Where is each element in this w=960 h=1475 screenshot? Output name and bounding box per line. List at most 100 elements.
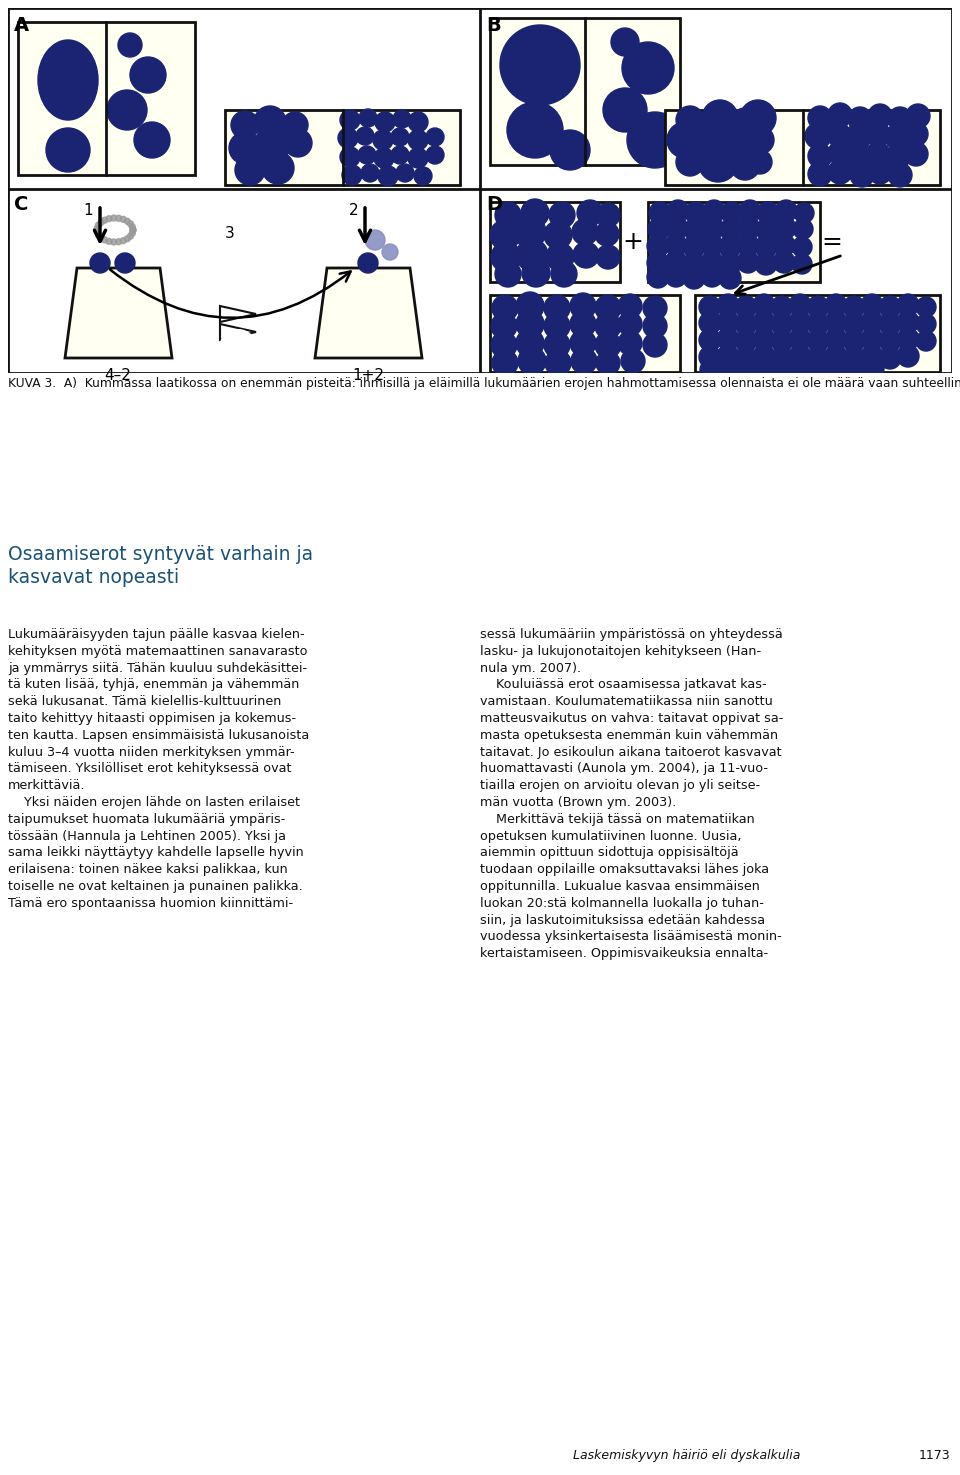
Circle shape [792,237,812,257]
Circle shape [719,236,741,258]
Text: 2: 2 [348,204,358,218]
Circle shape [643,296,667,320]
Circle shape [808,162,832,186]
Circle shape [701,266,723,288]
Circle shape [550,130,590,170]
Circle shape [826,122,850,146]
Circle shape [755,254,777,274]
Circle shape [906,105,930,128]
Circle shape [683,236,705,258]
Circle shape [665,235,687,257]
Circle shape [844,360,866,382]
Circle shape [284,128,312,156]
Circle shape [128,233,133,239]
Circle shape [807,330,829,353]
Circle shape [789,345,811,367]
Circle shape [775,201,797,223]
Circle shape [667,122,703,158]
Circle shape [843,313,865,335]
Circle shape [124,236,131,242]
Circle shape [491,313,517,339]
Text: Laskemiskyvyn häiriö eli dyskalkulia: Laskemiskyvyn häiriö eli dyskalkulia [573,1450,801,1462]
Circle shape [724,127,756,159]
Circle shape [647,266,669,288]
Circle shape [577,201,603,226]
Circle shape [516,239,548,271]
Circle shape [647,252,669,274]
Circle shape [808,106,832,130]
Circle shape [426,146,444,164]
Circle shape [866,142,890,167]
Circle shape [514,215,546,248]
Circle shape [516,310,544,338]
Circle shape [495,202,521,229]
Circle shape [904,142,928,167]
Circle shape [231,111,259,139]
Circle shape [897,345,919,367]
Circle shape [358,254,378,273]
Circle shape [408,130,428,150]
Circle shape [718,358,740,381]
Circle shape [755,236,777,258]
Circle shape [828,159,852,184]
Circle shape [134,122,170,158]
Circle shape [358,146,376,164]
Circle shape [916,330,936,351]
Circle shape [115,239,122,245]
Circle shape [235,155,265,184]
Circle shape [684,218,706,240]
Circle shape [391,146,409,164]
Text: Osaamiserot syntyvät varhain ja
kasvavat nopeasti: Osaamiserot syntyvät varhain ja kasvavat… [8,544,313,587]
Circle shape [753,345,775,367]
Circle shape [667,201,689,223]
Circle shape [375,112,395,131]
Circle shape [701,235,723,257]
Circle shape [916,314,936,333]
Circle shape [904,122,928,146]
Circle shape [396,164,414,181]
Circle shape [826,358,848,381]
Circle shape [102,237,108,243]
Circle shape [897,311,919,333]
Circle shape [717,345,739,367]
Circle shape [491,332,517,358]
Circle shape [850,164,874,187]
Text: 3: 3 [226,226,235,240]
Circle shape [861,294,883,316]
Circle shape [365,230,385,249]
Circle shape [789,311,811,333]
Circle shape [792,254,812,274]
Circle shape [731,108,759,136]
Circle shape [847,145,873,170]
Text: 1: 1 [84,204,93,218]
FancyBboxPatch shape [648,202,820,282]
Circle shape [356,127,374,145]
Circle shape [866,122,890,146]
Circle shape [735,313,757,335]
Circle shape [573,242,599,268]
Circle shape [490,220,520,249]
Circle shape [492,350,518,376]
Circle shape [128,221,133,227]
Circle shape [544,332,570,358]
Circle shape [737,251,759,273]
Circle shape [888,164,912,187]
Circle shape [685,202,707,224]
Circle shape [107,90,147,130]
Circle shape [262,152,294,184]
FancyBboxPatch shape [490,202,620,282]
Circle shape [130,227,136,233]
Circle shape [789,327,811,350]
Circle shape [700,358,722,381]
Circle shape [807,296,829,319]
Circle shape [771,296,793,319]
Circle shape [254,106,286,139]
FancyBboxPatch shape [490,295,680,372]
Circle shape [825,345,847,367]
Circle shape [492,295,518,322]
Circle shape [106,239,112,245]
Circle shape [643,314,667,338]
Circle shape [666,217,688,239]
Circle shape [359,109,377,127]
Circle shape [730,150,760,180]
